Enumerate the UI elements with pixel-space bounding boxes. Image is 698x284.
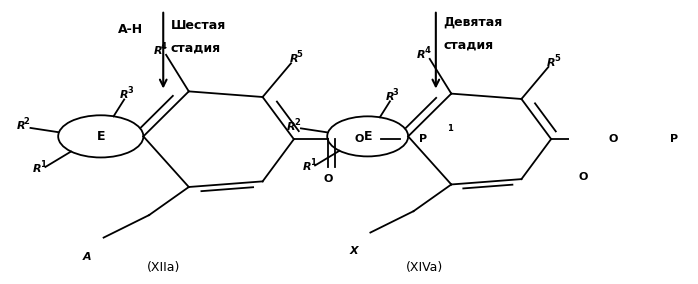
Text: O: O (355, 134, 364, 144)
Text: E: E (364, 130, 372, 143)
Text: R: R (33, 164, 42, 174)
Text: R: R (287, 122, 295, 132)
Text: R: R (119, 90, 128, 100)
Text: R: R (417, 50, 426, 60)
Text: стадия: стадия (443, 38, 493, 51)
Text: A: A (82, 252, 91, 262)
Text: R: R (289, 55, 298, 64)
Text: R: R (385, 92, 394, 102)
Text: P: P (670, 134, 678, 144)
Text: (XIVa): (XIVa) (406, 261, 443, 274)
Text: Шестая: Шестая (170, 19, 226, 32)
Text: 1: 1 (697, 124, 698, 133)
Text: 3: 3 (127, 86, 133, 95)
Text: (XIIa): (XIIa) (147, 261, 180, 274)
Text: стадия: стадия (170, 41, 221, 54)
Text: 2: 2 (294, 118, 300, 127)
Text: P: P (419, 134, 427, 144)
Text: 1: 1 (40, 160, 46, 169)
Text: O: O (579, 172, 588, 182)
Text: R: R (303, 162, 311, 172)
Text: 5: 5 (297, 50, 302, 59)
Text: 1: 1 (447, 124, 453, 133)
Text: O: O (323, 174, 333, 184)
Text: 4: 4 (161, 42, 167, 51)
Text: R: R (154, 46, 162, 56)
Text: X: X (350, 246, 359, 256)
Text: 3: 3 (393, 88, 399, 97)
Text: R: R (547, 58, 556, 68)
Text: 5: 5 (554, 54, 560, 63)
Text: E: E (96, 130, 105, 143)
Text: 4: 4 (424, 46, 431, 55)
Text: 1: 1 (310, 158, 316, 168)
Text: А-Н: А-Н (118, 23, 143, 36)
Text: Девятая: Девятая (443, 16, 503, 29)
Text: O: O (609, 134, 618, 144)
Text: 2: 2 (24, 117, 29, 126)
Text: R: R (16, 121, 25, 131)
